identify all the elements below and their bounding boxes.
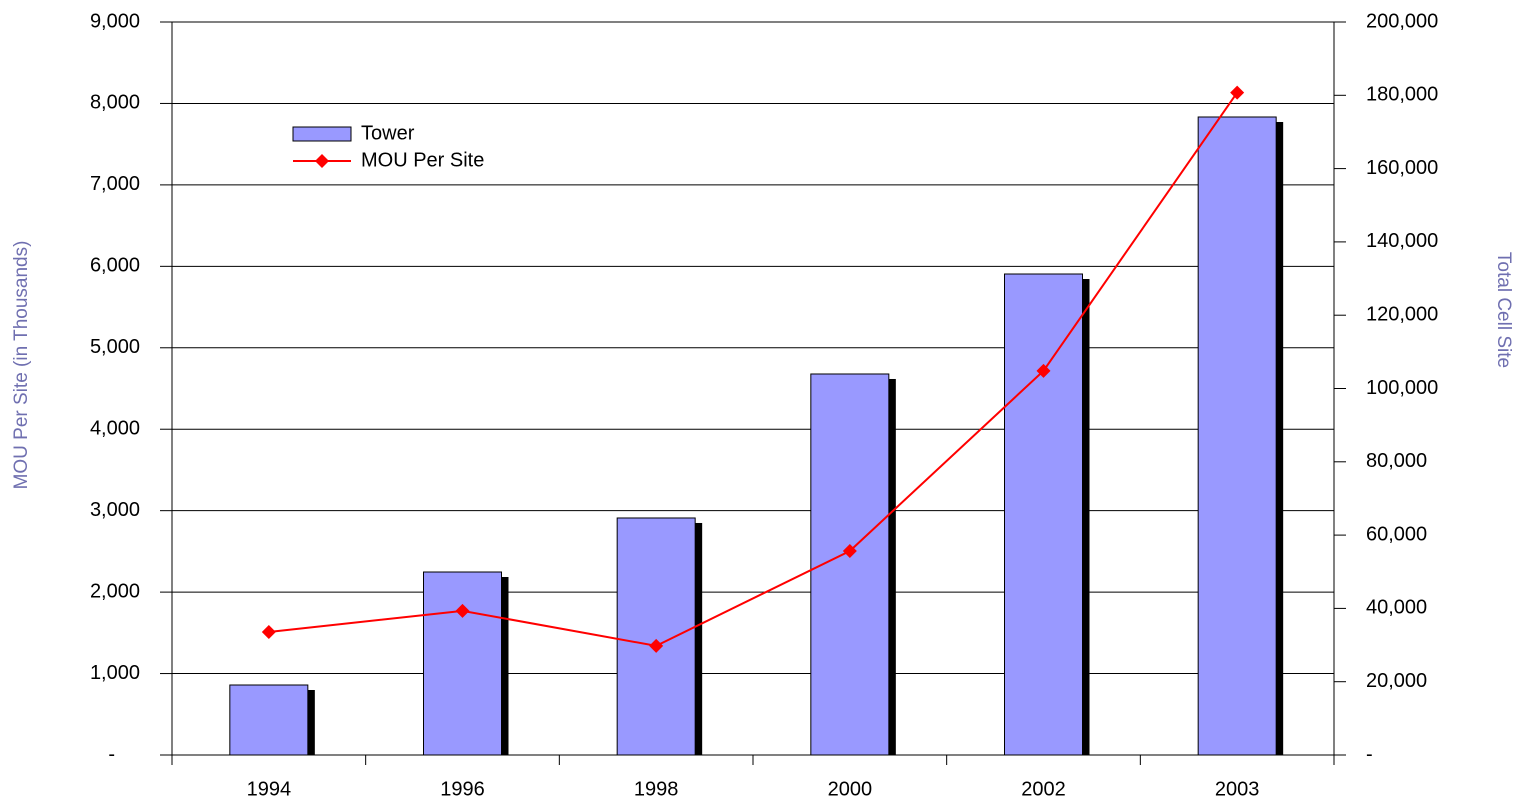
line-marker (842, 543, 857, 558)
bar (1004, 273, 1083, 756)
y-tick-label: 9,000 (90, 10, 140, 32)
y-tick-label: 2,000 (90, 580, 140, 602)
bar (616, 517, 696, 756)
y2-tick-label: - (1366, 743, 1373, 765)
y2-tick-label: 140,000 (1366, 230, 1438, 252)
y-tick-label: 8,000 (90, 92, 140, 114)
y2-tick-label: 100,000 (1366, 377, 1438, 399)
x-tick-label: 1998 (634, 778, 679, 800)
y2-tick-label: 200,000 (1366, 10, 1438, 32)
x-tick-label: 2003 (1215, 778, 1260, 800)
y-tick-label: 5,000 (90, 336, 140, 358)
x-tick-label: 1994 (247, 778, 292, 800)
y-tick-label: 4,000 (90, 418, 140, 440)
line (268, 92, 1238, 647)
line-marker (261, 625, 276, 640)
y2-tick-label: 160,000 (1366, 157, 1438, 179)
line-marker (1230, 85, 1245, 100)
x-tick-label: 2002 (1021, 778, 1066, 800)
legend-label: Tower (361, 122, 415, 144)
line-marker (1036, 363, 1051, 378)
y-tick-label: 7,000 (90, 173, 140, 195)
y2-tick-label: 20,000 (1366, 670, 1427, 692)
bar (423, 571, 502, 756)
y-tick-label: - (108, 743, 115, 765)
y2-tick-label: 180,000 (1366, 84, 1438, 106)
y2-tick-label: 80,000 (1366, 450, 1427, 472)
y2-tick-label: 60,000 (1366, 523, 1427, 545)
legend-swatch (292, 126, 352, 142)
line-marker (649, 638, 664, 653)
y2-tick-label: 40,000 (1366, 597, 1427, 619)
y2-tick-label: 120,000 (1366, 303, 1438, 325)
y-tick-label: 6,000 (90, 255, 140, 277)
y-axis-title: MOU Per Site (in Thousands) (11, 241, 32, 490)
y-tick-label: 1,000 (90, 662, 140, 684)
x-tick-label: 1996 (440, 778, 485, 800)
line-marker (455, 603, 470, 618)
legend-label: MOU Per Site (361, 149, 484, 171)
bar (229, 684, 309, 756)
bar (1197, 116, 1277, 756)
y-tick-label: 3,000 (90, 499, 140, 521)
x-tick-label: 2000 (828, 778, 873, 800)
y2-axis-title: Total Cell Site (1493, 252, 1514, 368)
legend-marker (315, 154, 329, 168)
